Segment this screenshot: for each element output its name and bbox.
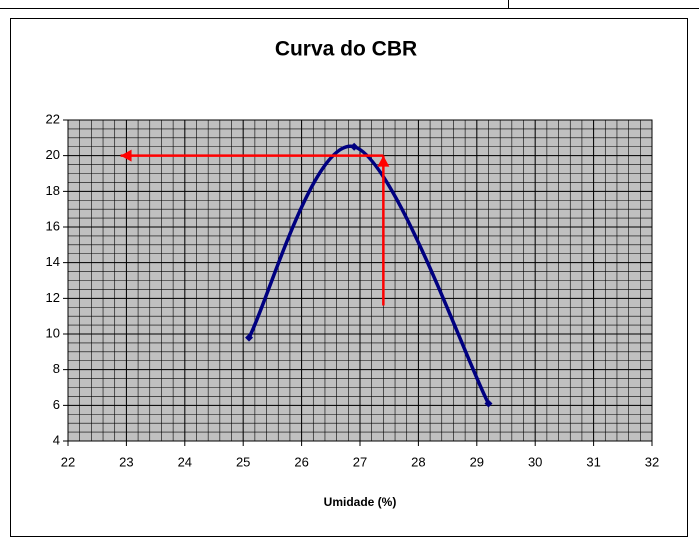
point-marker [484, 399, 493, 408]
x-tick-label: 26 [294, 454, 308, 469]
y-tick-label: 12 [46, 290, 60, 305]
y-tick-label: 10 [46, 325, 60, 340]
chart-title: Curva do CBR [275, 38, 417, 61]
x-tick-label: 24 [178, 454, 192, 469]
y-tick-label: 22 [46, 111, 60, 126]
y-tick-label: 6 [53, 397, 60, 412]
x-axis-label: Umidade (%) [324, 495, 397, 509]
y-tick-label: 18 [46, 183, 60, 198]
point-marker [350, 142, 359, 151]
y-tick-label: 16 [46, 218, 60, 233]
x-tick-label: 25 [236, 454, 250, 469]
y-tick-label: 20 [46, 147, 60, 162]
x-tick-label: 30 [528, 454, 542, 469]
y-tick-label: 4 [53, 432, 60, 447]
x-tick-label: 23 [119, 454, 133, 469]
x-tick-label: 27 [353, 454, 367, 469]
y-tick-label: 8 [53, 361, 60, 376]
x-tick-label: 31 [586, 454, 600, 469]
x-tick-label: 32 [645, 454, 659, 469]
point-marker [245, 333, 254, 342]
guide-arrowhead [377, 155, 390, 167]
guide-arrowhead [120, 149, 132, 162]
y-tick-label: 14 [46, 254, 60, 269]
x-tick-label: 22 [61, 454, 75, 469]
x-tick-label: 28 [411, 454, 425, 469]
plot-border [67, 119, 653, 442]
x-tick-label: 29 [470, 454, 484, 469]
